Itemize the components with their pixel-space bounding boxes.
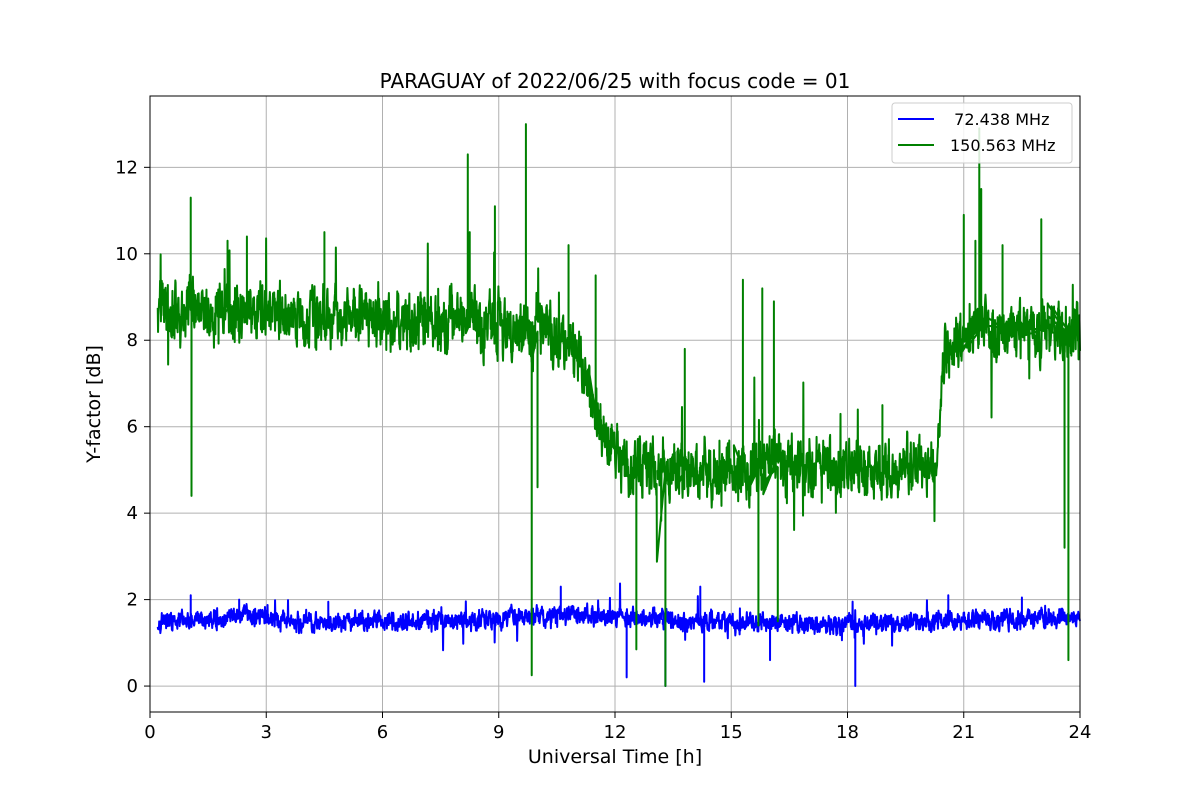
x-axis-label: Universal Time [h] — [528, 746, 702, 768]
series-line-2 — [156, 123, 1081, 688]
x-axis: 0 3 6 9 12 15 18 21 24 — [144, 712, 1091, 743]
x-tick-label: 12 — [604, 722, 627, 743]
series-layer — [156, 123, 1081, 688]
series-line-1 — [156, 582, 1081, 688]
chart-title: PARAGUAY of 2022/06/25 with focus code =… — [380, 69, 851, 93]
legend-label-series-2: 150.563 MHz — [950, 136, 1055, 155]
x-tick-label: 21 — [952, 722, 975, 743]
legend-label-series-1: 72.438 MHz — [944, 110, 1049, 129]
y-axis-label: Y-factor [dB] — [83, 345, 105, 464]
x-tick-label: 15 — [720, 722, 743, 743]
legend-box — [891, 102, 1073, 164]
y-tick-label: 6 — [127, 417, 138, 438]
legend: 72.438 MHz 150.563 MHz — [891, 102, 1073, 164]
y-tick-label: 4 — [127, 503, 138, 524]
x-tick-label: 18 — [836, 722, 859, 743]
y-axis: 0 2 4 6 8 10 12 — [115, 157, 150, 697]
y-tick-label: 12 — [115, 157, 138, 178]
x-tick-label: 0 — [144, 722, 155, 743]
x-tick-label: 6 — [377, 722, 388, 743]
y-tick-label: 8 — [127, 330, 138, 351]
x-tick-label: 24 — [1069, 722, 1092, 743]
x-tick-label: 9 — [493, 722, 504, 743]
y-tick-label: 0 — [127, 676, 138, 697]
x-tick-label: 3 — [261, 722, 272, 743]
y-tick-label: 10 — [115, 244, 138, 265]
y-tick-label: 2 — [127, 590, 138, 611]
